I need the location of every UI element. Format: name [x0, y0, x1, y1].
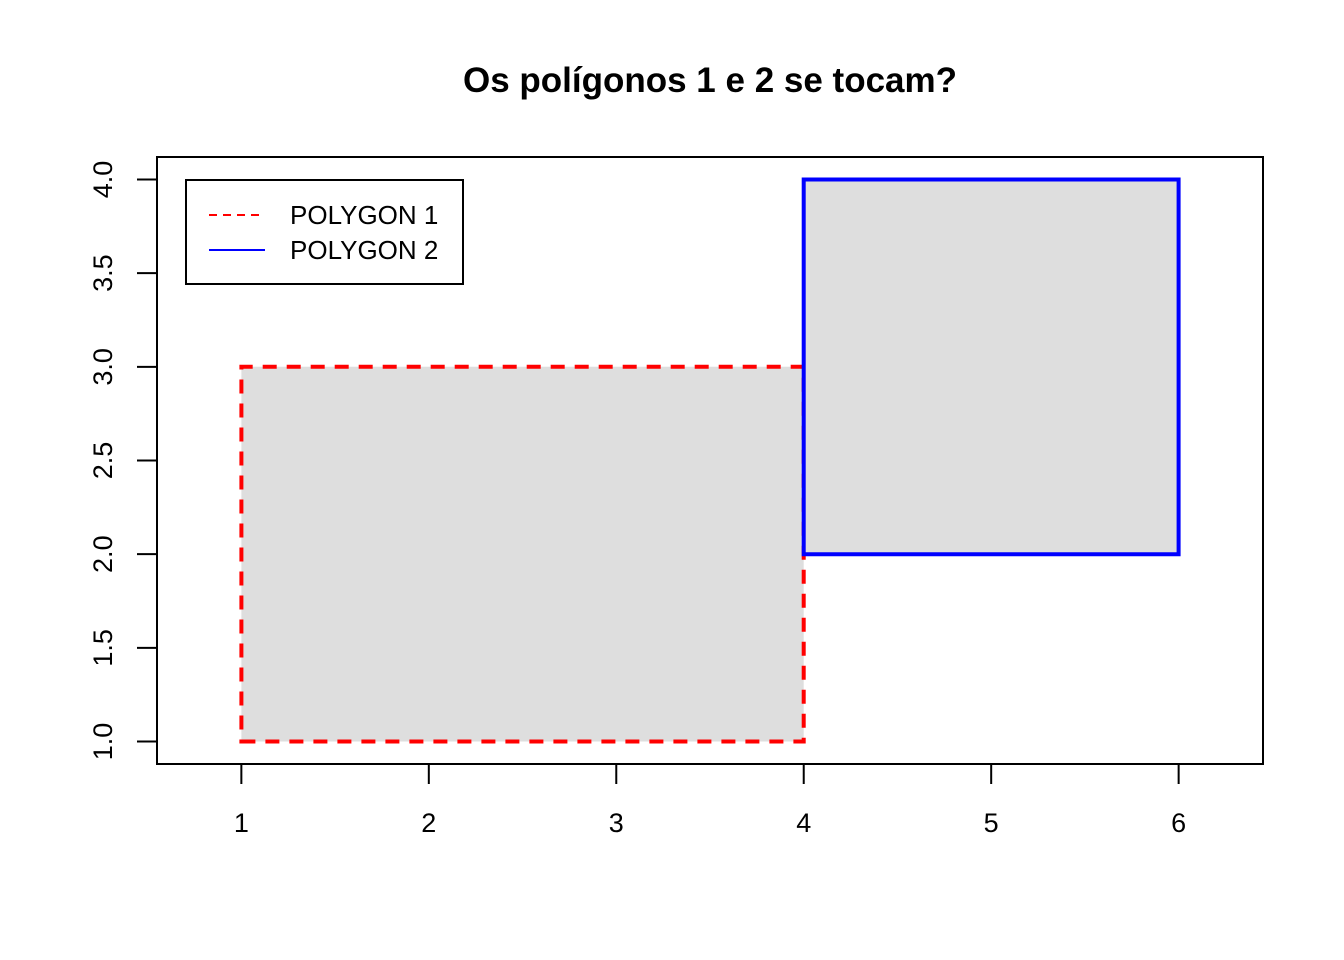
- x-axis: 1 2 3 4 5 6: [234, 763, 1186, 838]
- x-tick-label: 1: [234, 808, 249, 838]
- legend-box: [185, 179, 464, 285]
- y-tick-label: 3.0: [88, 348, 118, 386]
- x-tick-label: 5: [984, 808, 999, 838]
- y-axis: 1.0 1.5 2.0 2.5 3.0 3.5 4.0: [88, 161, 158, 761]
- polygon-2: [801, 177, 1181, 557]
- x-tick-label: 3: [609, 808, 624, 838]
- y-tick-label: 2.5: [88, 442, 118, 480]
- legend-label-2: POLYGON 2: [290, 235, 438, 265]
- chart-title: Os polígonos 1 e 2 se tocam?: [463, 61, 957, 100]
- polygons-layer: [239, 177, 1181, 744]
- y-tick-label: 1.0: [88, 723, 118, 761]
- y-tick-label: 1.5: [88, 629, 118, 667]
- y-tick-label: 2.0: [88, 535, 118, 573]
- polygon-1: [239, 364, 806, 744]
- x-tick-label: 2: [421, 808, 436, 838]
- legend-label-1: POLYGON 1: [290, 200, 438, 230]
- y-tick-label: 3.5: [88, 254, 118, 292]
- y-tick-label: 4.0: [88, 161, 118, 199]
- legend: POLYGON 1 POLYGON 2: [185, 179, 464, 285]
- x-tick-label: 4: [796, 808, 811, 838]
- x-tick-label: 6: [1171, 808, 1186, 838]
